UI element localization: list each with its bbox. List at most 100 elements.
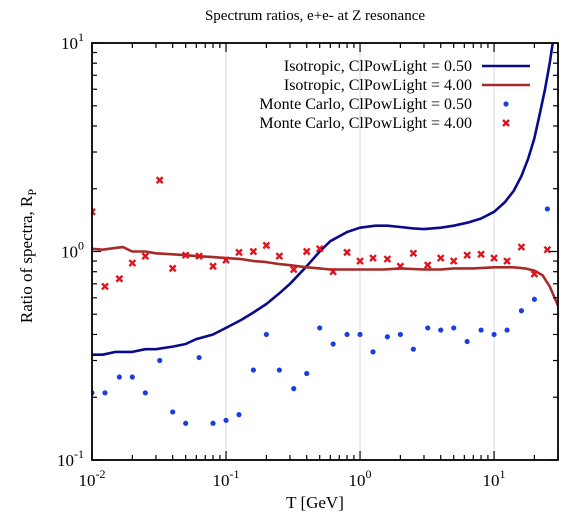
data-point-dot (183, 420, 189, 426)
x-tick-label: 10-1 (213, 467, 240, 490)
legend-entry: Monte Carlo, ClPowLight = 0.50 (259, 96, 509, 113)
data-point-cross (128, 259, 137, 267)
data-point-cross (343, 248, 351, 257)
data-point-dot (157, 357, 163, 364)
data-point-cross (249, 247, 258, 256)
data-point-dot (291, 386, 297, 392)
data-point-dot (102, 390, 108, 396)
x-axis-label: T [GeV] (286, 493, 344, 512)
plot-area (92, 43, 558, 426)
data-point-dot (531, 296, 538, 302)
data-point-dot (410, 346, 416, 352)
legend-swatch (503, 101, 509, 107)
data-point-cross (302, 247, 311, 256)
series-3 (92, 206, 550, 426)
data-point-cross (115, 274, 124, 283)
data-point-cross (477, 250, 485, 259)
data-point-dot (518, 308, 525, 314)
data-point-cross (369, 254, 377, 262)
legend-entry: Isotropic, ClPowLight = 4.00 (284, 77, 530, 94)
legend-label: Isotropic, ClPowLight = 4.00 (284, 77, 472, 94)
data-point-dot (236, 412, 242, 418)
legend-label: Isotropic, ClPowLight = 0.50 (284, 58, 472, 75)
legend-entry: Monte Carlo, ClPowLight = 4.00 (259, 115, 510, 132)
data-point-dot (276, 367, 282, 373)
x-tick-label: 101 (483, 467, 506, 490)
data-point-dot (330, 341, 336, 347)
axis-ticks (91, 42, 559, 461)
data-point-dot (504, 327, 510, 333)
data-point-cross (315, 244, 324, 253)
data-point-dot (317, 325, 323, 331)
data-point-dot (304, 370, 310, 377)
data-point-cross (490, 254, 498, 262)
data-point-cross (275, 252, 284, 260)
data-point-cross (235, 248, 243, 257)
data-point-dot (491, 331, 497, 338)
data-point-cross (181, 251, 190, 260)
data-point-dot (425, 325, 431, 331)
x-tick-label: 100 (349, 467, 372, 490)
x-tick-label: 10-2 (79, 467, 106, 490)
data-point-cross (463, 251, 472, 260)
data-point-dot (250, 367, 256, 373)
data-point-cross (101, 282, 109, 291)
y-tick-label: 10-1 (57, 447, 84, 470)
legend: Isotropic, ClPowLight = 0.50 Isotropic, C… (259, 58, 530, 132)
data-point-dot (464, 338, 470, 345)
data-point-cross (141, 252, 150, 260)
y-axis-label-main: Ratio of spectra, R (17, 195, 36, 323)
data-point-dot (263, 331, 269, 338)
series-line (92, 245, 558, 307)
series-line (92, 43, 555, 356)
data-point-cross (92, 207, 96, 216)
data-point-cross (195, 252, 203, 260)
data-point-cross (168, 264, 177, 273)
legend-label: Monte Carlo, ClPowLight = 4.00 (259, 115, 472, 132)
data-point-dot (116, 374, 122, 380)
data-point-dot (129, 374, 135, 380)
data-point-dot (344, 331, 350, 338)
data-point-dot (210, 420, 216, 426)
legend-swatch (502, 119, 510, 127)
y-tick-label: 101 (61, 30, 84, 53)
data-point-cross (289, 265, 298, 274)
series-2 (92, 245, 558, 307)
legend-entry: Isotropic, ClPowLight = 0.50 (284, 58, 530, 75)
data-point-cross (396, 262, 405, 271)
data-point-cross (155, 176, 164, 184)
grid (225, 43, 495, 460)
data-point-dot (223, 417, 229, 423)
data-point-cross (329, 267, 337, 276)
data-point-dot (357, 331, 363, 338)
data-point-cross (262, 241, 271, 250)
data-point-cross (503, 257, 511, 265)
data-point-cross (356, 257, 364, 265)
y-axis-label: Ratio of spectra, RP (17, 189, 39, 323)
y-axis-label-subscript: P (25, 189, 39, 196)
data-point-cross (222, 256, 230, 264)
data-point-cross (449, 257, 458, 265)
data-point-dot (196, 354, 202, 361)
data-point-cross (423, 261, 432, 270)
y-tick-label: 100 (61, 239, 84, 262)
data-point-dot (170, 409, 176, 415)
chart-title: Spectrum ratios, e+e- at Z resonance (205, 8, 425, 24)
series-4 (92, 176, 552, 291)
data-point-dot (370, 349, 376, 355)
legend-label: Monte Carlo, ClPowLight = 0.50 (259, 96, 472, 113)
data-point-dot (451, 325, 457, 331)
data-point-cross (409, 249, 418, 258)
data-point-cross (436, 254, 445, 262)
series-1 (92, 43, 555, 356)
data-point-cross (383, 255, 392, 263)
data-point-cross (517, 243, 526, 251)
data-point-cross (209, 262, 217, 271)
data-point-dot (142, 390, 148, 396)
data-point-dot (384, 334, 390, 340)
data-point-cross (530, 270, 539, 278)
data-point-dot (478, 327, 484, 333)
data-point-dot (544, 206, 550, 212)
